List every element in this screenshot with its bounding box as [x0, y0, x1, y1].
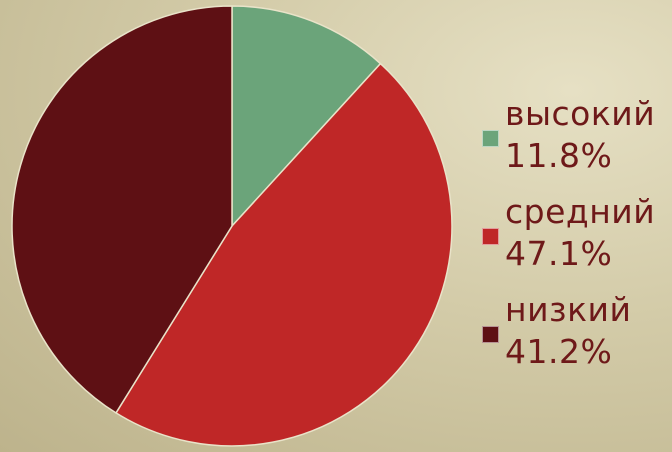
- legend: высокий 11.8% средний 47.1% низкий 41.2%: [480, 92, 670, 386]
- legend-item-medium: средний 47.1%: [480, 190, 670, 288]
- pie-slice-low: [11, 5, 233, 414]
- legend-label-high: высокий: [505, 94, 656, 133]
- legend-item-high: высокий 11.8%: [480, 92, 670, 190]
- legend-item-low: низкий 41.2%: [480, 288, 670, 386]
- legend-swatch-high: [482, 130, 499, 147]
- pie-slice-high: [231, 5, 382, 227]
- legend-label-medium: средний: [505, 192, 656, 231]
- legend-swatch-medium: [482, 228, 499, 245]
- pie-slice-medium: [115, 62, 453, 447]
- legend-label-low: низкий: [505, 290, 632, 329]
- legend-percent-medium: 47.1%: [505, 234, 613, 273]
- legend-percent-high: 11.8%: [505, 136, 613, 175]
- legend-percent-low: 41.2%: [505, 332, 613, 371]
- legend-swatch-low: [482, 326, 499, 343]
